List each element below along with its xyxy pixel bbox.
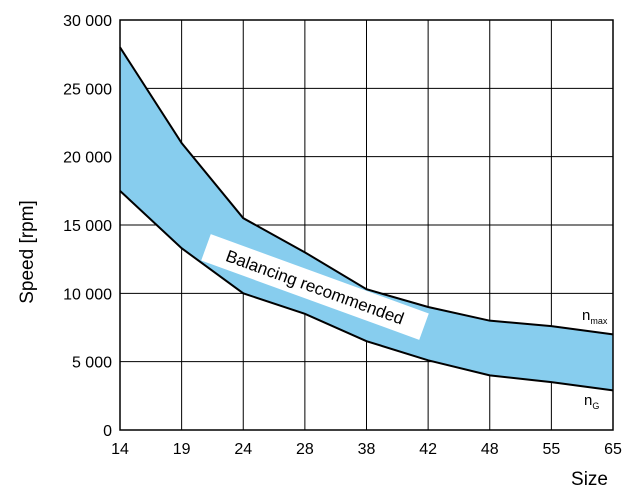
n-g-line bbox=[119, 190, 614, 392]
x-axis-label: Size bbox=[571, 469, 608, 490]
x-tick-label-14: 14 bbox=[111, 441, 129, 458]
n-max-label: nmax bbox=[582, 307, 608, 326]
y-tick-label-30000: 30 000 bbox=[63, 13, 112, 30]
y-tick-label-25000: 25 000 bbox=[63, 81, 112, 98]
n-g-label-sub: G bbox=[592, 401, 599, 411]
y-tick-label-10000: 10 000 bbox=[63, 286, 112, 303]
n-g-label-main: n bbox=[584, 392, 592, 409]
y-tick-label-15000: 15 000 bbox=[63, 218, 112, 235]
x-tick-labels: 14 19 24 28 38 42 48 55 65 bbox=[111, 441, 622, 458]
n-max-label-sub: max bbox=[590, 316, 608, 326]
x-tick-label-42: 42 bbox=[419, 441, 437, 458]
balancing-band bbox=[120, 47, 613, 391]
y-tick-labels: 0 5 000 10 000 15 000 20 000 25 000 30 000 bbox=[63, 13, 112, 440]
plot-frame bbox=[119, 19, 614, 431]
x-tick-label-55: 55 bbox=[542, 441, 560, 458]
n-max-label-main: n bbox=[582, 307, 590, 324]
y-axis-label: Speed [rpm] bbox=[17, 200, 38, 304]
x-tick-label-28: 28 bbox=[296, 441, 314, 458]
band-label-background bbox=[201, 234, 429, 340]
y-tick-label-0: 0 bbox=[103, 423, 112, 440]
x-tick-label-24: 24 bbox=[234, 441, 252, 458]
x-tick-label-65: 65 bbox=[604, 441, 622, 458]
x-tick-label-48: 48 bbox=[481, 441, 499, 458]
y-tick-label-5000: 5 000 bbox=[72, 355, 112, 372]
n-max-line bbox=[119, 46, 614, 336]
x-tick-label-19: 19 bbox=[173, 441, 191, 458]
x-tick-label-38: 38 bbox=[358, 441, 376, 458]
n-g-label: nG bbox=[584, 392, 599, 411]
y-tick-label-20000: 20 000 bbox=[63, 150, 112, 167]
